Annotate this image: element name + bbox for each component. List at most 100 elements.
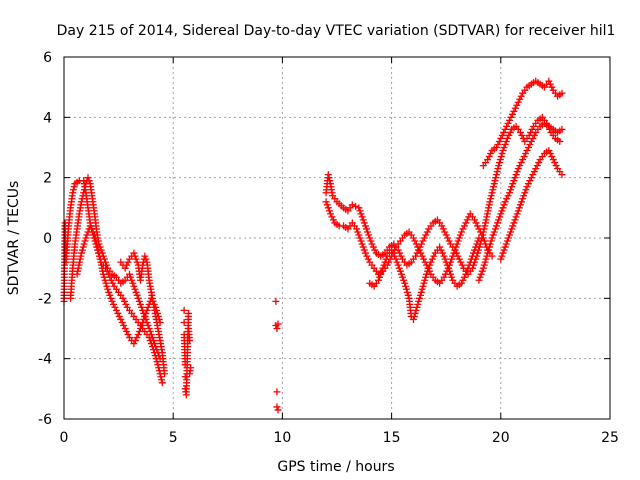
data-point-marker xyxy=(503,134,511,142)
y-axis-label: SDTVAR / TECUs xyxy=(6,181,22,296)
data-point-marker xyxy=(457,228,465,236)
data-point-marker xyxy=(392,255,400,263)
data-point-marker xyxy=(481,258,489,266)
data-point-marker xyxy=(472,243,480,251)
data-point-marker xyxy=(89,228,97,236)
data-point-marker xyxy=(486,198,494,206)
data-point-marker xyxy=(518,198,526,206)
data-point-marker xyxy=(466,258,474,266)
data-point-marker xyxy=(126,270,134,278)
data-point-marker xyxy=(86,222,94,230)
data-point-marker xyxy=(129,279,137,287)
data-point-marker xyxy=(476,273,484,281)
data-point-marker xyxy=(409,315,417,323)
data-point-marker xyxy=(358,213,366,221)
data-point-marker xyxy=(499,204,507,212)
data-point-marker xyxy=(411,309,419,317)
data-point-marker xyxy=(523,147,531,155)
data-point-marker xyxy=(411,237,419,245)
data-point-marker xyxy=(486,240,494,248)
data-point-marker xyxy=(402,282,410,290)
data-point-marker xyxy=(412,252,420,260)
data-point-marker xyxy=(121,325,129,332)
data-point-marker xyxy=(410,312,418,320)
data-point-marker xyxy=(104,285,112,293)
data-point-marker xyxy=(524,144,532,151)
data-point-marker xyxy=(498,131,506,139)
data-point-marker xyxy=(496,213,504,221)
data-point-marker xyxy=(492,144,500,151)
data-point-marker xyxy=(503,237,511,245)
data-point-marker xyxy=(504,119,512,127)
data-point-marker xyxy=(440,252,448,260)
data-point-marker xyxy=(483,252,491,260)
data-point-marker xyxy=(494,140,502,148)
data-point-marker xyxy=(420,279,428,287)
data-point-marker xyxy=(552,162,560,170)
data-point-marker xyxy=(474,237,482,245)
data-point-marker xyxy=(388,246,396,254)
data-point-marker xyxy=(419,282,427,290)
data-point-marker xyxy=(110,300,118,308)
data-point-marker xyxy=(324,171,332,179)
data-point-marker xyxy=(438,222,446,230)
y-tick-label: 2 xyxy=(43,171,52,187)
data-point-marker xyxy=(496,156,504,164)
data-point-marker xyxy=(494,165,502,173)
data-point-marker xyxy=(503,122,511,130)
data-point-marker xyxy=(118,318,126,326)
data-point-marker xyxy=(101,276,109,284)
data-point-marker xyxy=(448,255,456,263)
data-point-marker xyxy=(123,261,131,269)
data-point-marker xyxy=(475,234,483,242)
data-point-marker xyxy=(498,252,506,260)
data-point-marker xyxy=(322,198,330,206)
data-point-marker xyxy=(471,216,479,224)
data-point-marker xyxy=(140,315,148,323)
data-point-marker xyxy=(78,246,86,254)
data-point-marker xyxy=(441,255,449,263)
data-point-marker xyxy=(450,249,458,257)
data-point-marker xyxy=(109,279,117,287)
data-point-marker xyxy=(497,210,505,218)
data-point-marker xyxy=(484,249,492,257)
data-point-marker xyxy=(70,183,78,191)
data-point-marker xyxy=(423,270,431,278)
data-point-marker xyxy=(495,137,503,145)
data-point-marker xyxy=(545,147,553,155)
y-tick-label: 0 xyxy=(43,231,52,247)
data-point-marker xyxy=(399,273,407,281)
grid-layer xyxy=(64,57,610,419)
data-point-marker xyxy=(475,276,483,284)
data-point-marker xyxy=(520,153,528,161)
data-point-marker xyxy=(409,234,417,242)
y-tick-label: 4 xyxy=(43,110,52,126)
data-point-marker xyxy=(506,128,514,136)
data-point-marker xyxy=(463,216,471,224)
data-point-marker xyxy=(274,320,282,328)
data-point-marker xyxy=(157,373,165,381)
data-point-marker xyxy=(484,156,492,164)
data-point-marker xyxy=(79,192,87,200)
data-point-marker xyxy=(485,153,493,161)
data-point-marker xyxy=(498,207,506,215)
data-point-marker xyxy=(359,216,367,224)
data-point-marker xyxy=(457,279,465,287)
data-point-marker xyxy=(382,255,390,263)
data-point-marker xyxy=(510,219,518,227)
data-point-marker xyxy=(131,252,139,260)
data-point-marker xyxy=(381,258,389,266)
data-point-marker xyxy=(112,306,120,314)
data-point-marker xyxy=(105,288,113,296)
data-point-marker xyxy=(151,340,159,348)
y-tick-label: -2 xyxy=(38,291,52,307)
data-point-marker xyxy=(82,234,90,242)
data-point-marker xyxy=(354,228,362,236)
data-point-marker xyxy=(425,264,433,272)
data-point-marker xyxy=(512,213,520,221)
data-point-marker xyxy=(445,237,453,245)
data-point-marker xyxy=(365,231,373,239)
data-point-marker xyxy=(549,156,557,164)
data-point-marker xyxy=(456,231,464,239)
data-point-marker xyxy=(463,267,471,275)
